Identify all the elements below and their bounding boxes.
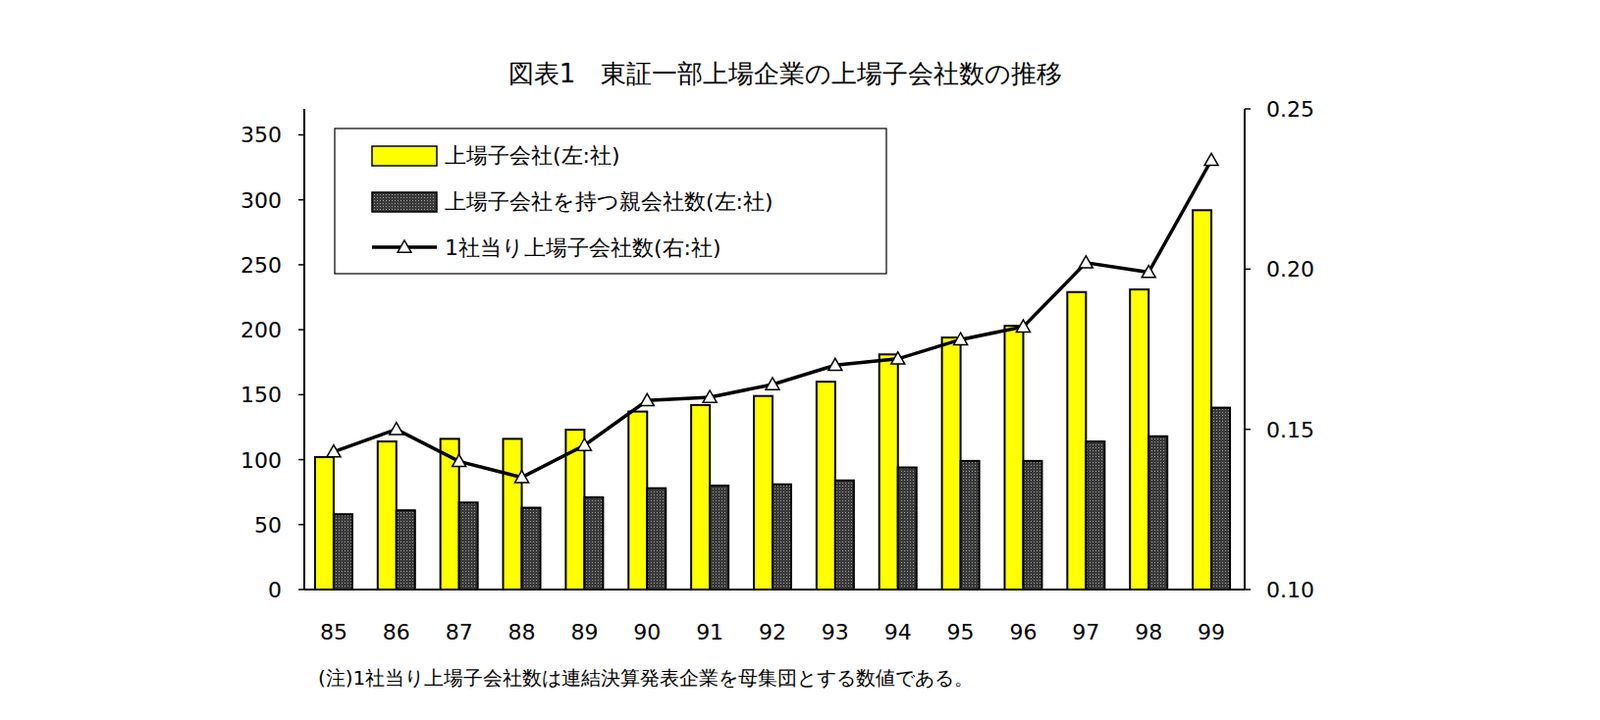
tick-label: 100	[240, 448, 282, 474]
category-label: 86	[382, 620, 411, 645]
tick-label: 50	[254, 513, 282, 538]
marker	[765, 377, 780, 390]
marker	[891, 352, 906, 365]
marker	[452, 454, 467, 467]
category-label: 87	[445, 620, 474, 645]
category-label: 97	[1071, 620, 1100, 645]
category-label: 91	[695, 620, 724, 645]
tick-label: 300	[240, 188, 282, 214]
marker	[1015, 320, 1030, 332]
bar	[772, 484, 792, 590]
tick	[1244, 588, 1251, 591]
marker	[389, 423, 404, 435]
bar	[1148, 436, 1168, 590]
bar	[522, 508, 541, 590]
note: (注)1社当り上場子会社数は連結決算発表企業を母集団とする数値である。	[318, 666, 974, 691]
bar	[942, 337, 961, 590]
marker	[577, 438, 591, 451]
tick	[298, 199, 305, 202]
category-label: 88	[508, 620, 536, 645]
bar	[1192, 210, 1212, 590]
tick-label: 0	[267, 578, 282, 603]
tick-label: 350	[240, 122, 282, 148]
legend-label: 上場子会社(左:社)	[444, 143, 621, 168]
marker	[702, 390, 717, 403]
y2-axis	[1243, 108, 1246, 590]
bar	[584, 497, 603, 590]
bar	[503, 438, 523, 590]
category-label: 95	[947, 620, 975, 645]
bar	[709, 485, 729, 590]
bar	[960, 461, 980, 590]
tick	[298, 328, 305, 331]
bar	[1066, 292, 1086, 590]
tick-label: 250	[240, 253, 282, 278]
marker	[1204, 153, 1219, 165]
tick-label: 0.10	[1266, 578, 1315, 603]
marker	[828, 358, 843, 371]
tick-label: 0.25	[1266, 97, 1315, 122]
legend-key	[372, 192, 437, 213]
bar	[835, 480, 854, 590]
bar	[879, 354, 899, 590]
bar	[1004, 325, 1023, 590]
category-label: 93	[821, 620, 850, 645]
bar	[396, 510, 416, 590]
tick	[298, 134, 305, 137]
marker	[954, 332, 968, 345]
legend-box	[334, 128, 887, 274]
legend-key	[372, 146, 437, 166]
bar	[753, 396, 773, 590]
bar	[333, 514, 353, 590]
bar	[315, 457, 334, 590]
tick-label: 0.20	[1266, 257, 1315, 282]
legend-label: 上場子会社を持つ親会社数(左:社)	[444, 189, 774, 214]
x-axis	[304, 588, 1245, 591]
tick	[1244, 428, 1251, 431]
legend: 上場子会社(左:社) 上場子会社を持つ親会社数(左:社) 1社当り上場子会社数(右:…	[334, 128, 887, 274]
bar	[898, 468, 917, 590]
category-label: 90	[633, 620, 661, 645]
y-axis	[303, 108, 306, 590]
category-label: 94	[884, 620, 912, 645]
tick	[298, 394, 305, 397]
category-label: 98	[1134, 620, 1163, 645]
bar	[628, 412, 647, 590]
bar	[816, 381, 836, 590]
marker	[326, 445, 341, 458]
tick-label: 200	[240, 318, 282, 343]
marker	[1078, 256, 1093, 268]
bar	[646, 488, 666, 590]
category-label: 89	[570, 620, 598, 645]
tick	[298, 588, 305, 591]
bar	[691, 405, 710, 590]
bar	[377, 441, 397, 590]
title: 図表1 東証一部上場企業の上場子会社数の推移	[508, 58, 1064, 89]
marker	[1141, 266, 1156, 278]
category-label: 85	[320, 620, 348, 645]
category-label: 96	[1009, 620, 1037, 645]
tick	[298, 264, 305, 267]
tick	[1244, 268, 1251, 271]
bar	[459, 502, 479, 590]
marker	[515, 471, 530, 483]
category-label: 92	[758, 620, 787, 645]
legend-label: 1社当り上場子会社数(右:社)	[444, 235, 722, 261]
bar	[1022, 461, 1042, 590]
tick	[1244, 107, 1251, 110]
bar	[1129, 289, 1149, 590]
chart: 図表1 東証一部上場企業の上場子会社数の推移 0 50 100 150 200 250 300…	[0, 0, 1600, 720]
bar	[1211, 408, 1230, 590]
tick	[298, 459, 305, 462]
marker	[640, 393, 654, 406]
bar	[1085, 441, 1105, 590]
tick-label: 150	[240, 382, 282, 408]
category-label: 99	[1197, 620, 1226, 645]
tick	[298, 524, 305, 527]
legend-key	[397, 240, 412, 253]
line	[333, 160, 1212, 478]
tick-label: 0.15	[1266, 418, 1315, 443]
